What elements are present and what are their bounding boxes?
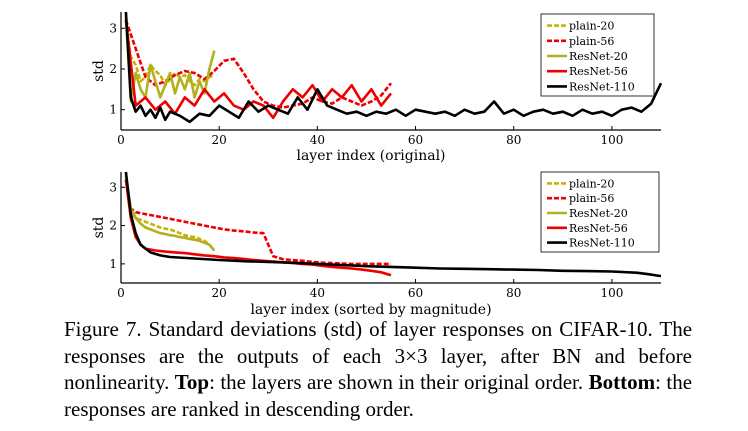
series-line-plain-56 [124,179,391,266]
x-tick-label: 60 [408,286,423,300]
x-tick-label: 40 [310,133,325,147]
legend-label: ResNet-56 [569,222,628,235]
series-line-plain-20 [124,179,216,252]
x-tick-label: 80 [506,133,521,147]
series-line-resnet-56 [124,179,392,277]
figure-caption: Figure 7. Standard deviations (std) of l… [64,316,692,422]
series-line-plain-56 [124,19,393,109]
y-axis-label: std [91,60,107,82]
x-tick-label: 0 [117,133,125,147]
chart-panel-top: 0 20 40 60 80 100 1 2 3 layer index (original) std… [91,11,663,164]
y-axis-label: std [91,217,107,239]
x-tick-label: 20 [212,286,227,300]
legend-label: ResNet-20 [569,50,628,63]
legend-label: ResNet-56 [569,65,628,78]
legend: plain-20 plain-56 ResNet-20 ResNet-56 ResNet… [540,13,655,97]
y-tick-label: 3 [109,21,117,35]
series-line-resnet-56 [124,19,393,120]
x-tick-label: 100 [600,133,623,147]
legend-label: plain-20 [569,20,614,33]
y-tick-label: 1 [109,257,117,271]
legend-label: plain-56 [569,192,614,205]
caption-label: Figure 7. [64,317,142,341]
x-tick-label: 0 [117,286,125,300]
series-line-resnet-20 [124,175,216,252]
series-line-resnet-110 [124,11,663,124]
legend: plain-20 plain-56 ResNet-20 ResNet-56 ResNet… [540,171,660,253]
caption-bottom-label: Bottom [588,370,656,394]
x-axis-label: layer index (sorted by magnitude) [250,302,491,318]
series-line-resnet-110 [124,171,662,278]
x-tick-label: 60 [408,133,423,147]
x-tick-label: 100 [600,286,623,300]
x-tick-label: 80 [506,286,521,300]
x-tick-label: 20 [212,133,227,147]
caption-text-2: : the layers are shown in their original… [209,370,584,394]
legend-label: plain-56 [569,35,614,48]
legend-label: ResNet-20 [569,207,628,220]
y-tick-label: 2 [109,219,117,233]
y-tick-label: 2 [109,62,117,76]
caption-top-label: Top [174,370,210,394]
y-tick-label: 1 [109,103,117,117]
caption-text-3: : the responses are ranked in descending… [64,370,693,421]
y-tick-label: 3 [109,180,117,194]
series-line-resnet-20 [124,16,216,103]
legend-label: ResNet-110 [569,80,635,93]
chart-panel-bottom: 0 20 40 60 80 100 1 2 3 layer index (sorted by ma… [91,171,662,318]
caption-text-1: Standard deviations (std) of layer respo… [64,317,693,394]
x-tick-label: 40 [310,286,325,300]
x-axis-label: layer index (original) [296,148,445,164]
legend-label: ResNet-110 [569,237,635,250]
legend-label: plain-20 [569,177,614,190]
